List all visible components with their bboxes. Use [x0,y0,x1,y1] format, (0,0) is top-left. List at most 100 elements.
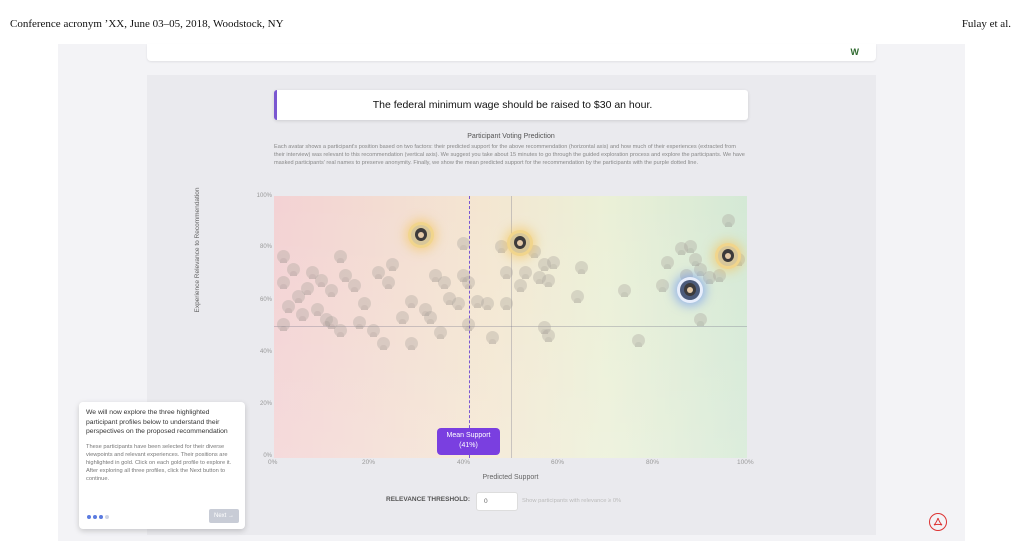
participant-avatar[interactable] [485,331,499,345]
guide-body: These participants have been selected fo… [86,443,232,482]
pdf-glyph [933,517,943,526]
participant-avatar[interactable] [301,281,315,295]
participant-avatar[interactable] [353,315,367,329]
participant-avatar[interactable] [324,284,338,298]
participant-avatar[interactable] [405,336,419,350]
participant-avatar[interactable] [461,318,475,332]
pdf-icon[interactable] [929,513,947,531]
participant-avatar[interactable] [348,279,362,293]
guide-title: We will now explore the three highlighte… [86,409,228,436]
plot-midline-vertical [511,196,512,458]
y-tick: 20% [259,401,272,407]
participant-avatar[interactable] [471,294,485,308]
participant-avatar[interactable] [674,242,688,256]
participant-avatar[interactable] [457,237,471,251]
participant-avatar[interactable] [532,271,546,285]
participant-avatar[interactable] [513,279,527,293]
participant-avatar[interactable] [286,263,300,277]
plot-midline-horizontal [274,326,747,327]
participant-avatar[interactable] [499,265,513,279]
participant-avatar[interactable] [537,258,551,272]
participant-avatar[interactable] [405,294,419,308]
participant-avatar[interactable] [305,265,319,279]
participant-avatar[interactable] [712,268,726,282]
participant-avatar[interactable] [438,276,452,290]
participant-avatar[interactable] [480,297,494,311]
participant-avatar[interactable] [618,284,632,298]
participant-avatar[interactable] [338,268,352,282]
participant-avatar[interactable] [722,213,736,227]
participant-avatar[interactable] [703,271,717,285]
page-header-right: Fulay et al. [961,18,1011,30]
participant-avatar[interactable] [457,268,471,282]
participant-avatar[interactable] [324,315,338,329]
highlighted-participant-avatar[interactable] [718,246,739,267]
participant-avatar[interactable] [528,245,542,259]
participant-plot[interactable] [274,196,747,458]
highlighted-participant-avatar[interactable] [410,225,431,246]
app-logo[interactable]: W [850,47,859,57]
participant-avatar[interactable] [277,318,291,332]
participant-avatar[interactable] [376,336,390,350]
participant-avatar[interactable] [679,268,693,282]
relevance-threshold-input[interactable]: 0 [476,492,518,511]
step-dot [105,515,109,519]
participant-avatar[interactable] [357,297,371,311]
participant-avatar[interactable] [632,334,646,348]
participant-avatar[interactable] [282,300,296,314]
participant-avatar[interactable] [277,276,291,290]
participant-avatar[interactable] [334,323,348,337]
participant-avatar[interactable] [367,323,381,337]
x-tick: 100% [737,459,754,466]
participant-avatar[interactable] [320,313,334,327]
participant-avatar[interactable] [570,289,584,303]
participant-avatar[interactable] [296,307,310,321]
participant-avatar[interactable] [461,276,475,290]
next-button[interactable]: Next → [209,509,239,523]
participant-avatar[interactable] [655,279,669,293]
participant-avatar[interactable] [433,326,447,340]
participant-avatar[interactable] [518,265,532,279]
participant-avatar[interactable] [372,265,386,279]
x-tick: 20% [362,459,376,466]
participant-avatar[interactable] [688,252,702,266]
participant-avatar[interactable] [499,297,513,311]
highlighted-participant-avatar[interactable] [509,233,530,254]
relevance-threshold-label: RELEVANCE THRESHOLD: [386,496,471,503]
recommendation-statement: The federal minimum wage should be raise… [274,90,748,120]
participant-face [722,249,735,263]
participant-avatar[interactable] [386,258,400,272]
participant-avatar[interactable] [547,255,561,269]
step-dot [99,515,103,519]
participant-avatar[interactable] [542,328,556,342]
participant-avatar[interactable] [277,250,291,264]
highlighted-participant-avatar[interactable] [680,280,701,301]
participant-avatar[interactable] [537,321,551,334]
participant-avatar[interactable] [310,302,324,316]
participant-avatar[interactable] [684,239,698,253]
participant-avatar[interactable] [443,292,456,306]
participant-avatar[interactable] [452,297,466,311]
participant-avatar[interactable] [381,276,395,290]
participant-avatar[interactable] [395,310,409,324]
participant-avatar[interactable] [291,289,305,303]
participant-avatar[interactable] [660,255,674,269]
participant-avatar[interactable] [334,250,348,264]
mean-support-line [469,196,470,458]
participant-avatar[interactable] [495,239,509,253]
y-axis-label: Experience Relevance to Recommendation [194,187,201,313]
participant-avatar[interactable] [419,302,433,316]
participant-avatar[interactable] [575,260,589,274]
participant-avatar[interactable] [542,273,556,287]
x-tick: 80% [646,459,660,466]
participant-avatar[interactable] [315,273,329,287]
participant-avatar[interactable] [428,268,442,282]
y-tick: 40% [259,349,272,355]
x-axis-label: Predicted Support [482,474,539,481]
participant-avatar[interactable] [693,263,707,277]
y-tick: 80% [259,244,272,250]
participant-avatar[interactable] [424,310,438,324]
guide-step-dots [87,515,109,519]
participant-avatar[interactable] [693,313,707,327]
